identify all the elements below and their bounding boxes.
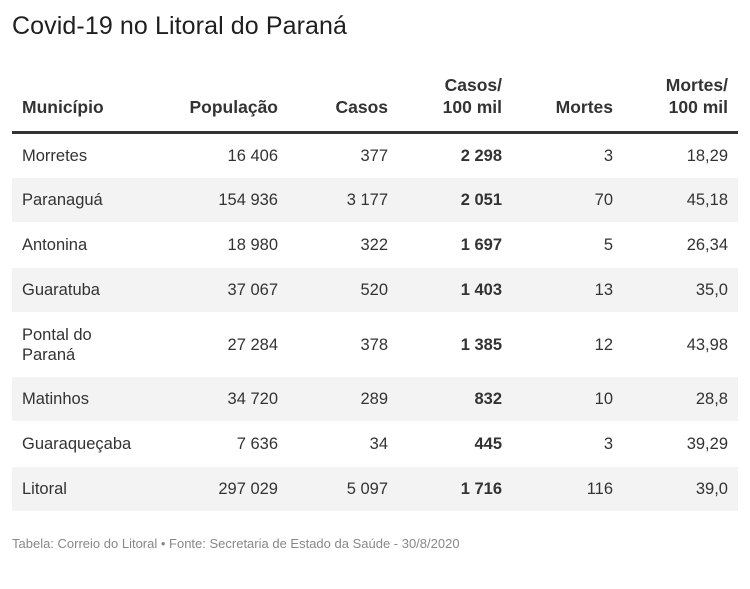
cell-populacao: 18 980: [157, 222, 288, 268]
table-row: Antonina 18 980 322 1 697 5 26,34: [12, 222, 738, 268]
column-header-municipio: Município: [12, 74, 157, 134]
label-line: Município: [22, 97, 104, 117]
cell-mortes: 12: [512, 312, 623, 377]
label-line: Paraná: [22, 345, 76, 364]
cell-mortes-100mil: 39,0: [623, 466, 738, 512]
table-header: Município População Casos Casos/100 mil …: [12, 74, 738, 134]
cell-populacao: 27 284: [157, 312, 288, 377]
data-table: Município População Casos Casos/100 mil …: [12, 74, 738, 512]
cell-municipio: Morretes: [12, 132, 157, 178]
cell-municipio: Paranaguá: [12, 177, 157, 223]
cell-casos: 289: [288, 376, 398, 422]
column-header-mortes-100mil: Mortes/100 mil: [623, 74, 738, 134]
cell-casos-100mil: 1 697: [398, 222, 512, 268]
cell-casos: 520: [288, 267, 398, 313]
cell-mortes-100mil: 43,98: [623, 312, 738, 377]
label-line: Litoral: [22, 480, 67, 498]
cell-mortes: 13: [512, 267, 623, 313]
cell-populacao: 154 936: [157, 177, 288, 223]
cell-populacao: 16 406: [157, 132, 288, 178]
cell-populacao: 34 720: [157, 376, 288, 422]
cell-casos-100mil: 832: [398, 376, 512, 422]
table-row: Litoral 297 029 5 097 1 716 116 39,0: [12, 466, 738, 512]
cell-mortes-100mil: 26,34: [623, 222, 738, 268]
cell-casos: 3 177: [288, 177, 398, 223]
table-row: Morretes 16 406 377 2 298 3 18,29: [12, 132, 738, 178]
cell-populacao: 37 067: [157, 267, 288, 313]
table-row: Guaraqueçaba 7 636 34 445 3 39,29: [12, 421, 738, 467]
cell-casos: 5 097: [288, 466, 398, 512]
cell-populacao: 7 636: [157, 421, 288, 467]
source-note: Tabela: Correio do Litoral • Fonte: Secr…: [12, 536, 460, 551]
cell-mortes-100mil: 28,8: [623, 376, 738, 422]
label-line: Paranaguá: [22, 191, 103, 209]
cell-mortes-100mil: 39,29: [623, 421, 738, 467]
cell-municipio: Guaratuba: [12, 267, 157, 313]
cell-casos: 34: [288, 421, 398, 467]
table-row: Matinhos 34 720 289 832 10 28,8: [12, 376, 738, 422]
table-body: Morretes 16 406 377 2 298 3 18,29 Paranaguá 154…: [12, 132, 738, 512]
cell-municipio: Guaraqueçaba: [12, 421, 157, 467]
label-line: População: [189, 97, 279, 117]
cell-municipio: Litoral: [12, 466, 157, 512]
label-line: Casos: [335, 97, 388, 117]
cell-mortes: 5: [512, 222, 623, 268]
column-header-populacao: População: [157, 74, 288, 134]
chart-title: Covid-19 no Litoral do Paraná: [12, 12, 348, 40]
cell-municipio: Matinhos: [12, 376, 157, 422]
cell-casos: 322: [288, 222, 398, 268]
cell-populacao: 297 029: [157, 466, 288, 512]
label-line: Mortes/: [665, 75, 728, 95]
cell-casos: 378: [288, 312, 398, 377]
column-header-mortes: Mortes: [512, 74, 623, 134]
cell-casos-100mil: 1 716: [398, 466, 512, 512]
label-line: Guaratuba: [22, 281, 100, 299]
table-row: Paranaguá 154 936 3 177 2 051 70 45,18: [12, 177, 738, 223]
column-header-casos-100mil: Casos/100 mil: [398, 74, 512, 134]
label-line: Matinhos: [22, 390, 89, 408]
cell-casos: 377: [288, 132, 398, 178]
cell-mortes: 3: [512, 421, 623, 467]
cell-mortes: 70: [512, 177, 623, 223]
cell-mortes-100mil: 18,29: [623, 132, 738, 178]
cell-mortes: 116: [512, 466, 623, 512]
label-line: Mortes: [555, 97, 613, 117]
cell-municipio: Antonina: [12, 222, 157, 268]
cell-casos-100mil: 1 403: [398, 267, 512, 313]
cell-casos-100mil: 2 051: [398, 177, 512, 223]
column-header-casos: Casos: [288, 74, 398, 134]
label-line: Antonina: [22, 236, 88, 254]
table-row: Pontal do Paraná 27 284 378 1 385 12 43,98: [12, 312, 738, 377]
cell-casos-100mil: 445: [398, 421, 512, 467]
label-line: Casos/: [444, 75, 502, 95]
header-row: Município População Casos Casos/100 mil …: [12, 74, 738, 134]
cell-mortes: 10: [512, 376, 623, 422]
cell-mortes-100mil: 45,18: [623, 177, 738, 223]
label-line: Pontal do: [22, 325, 92, 344]
label-line: Morretes: [22, 146, 88, 165]
label-line: Guaraqueçaba: [22, 435, 132, 453]
cell-casos-100mil: 2 298: [398, 132, 512, 178]
table-row: Guaratuba 37 067 520 1 403 13 35,0: [12, 267, 738, 313]
label-line: 100 mil: [442, 97, 502, 117]
cell-municipio: Pontal do Paraná: [12, 312, 157, 377]
cell-casos-100mil: 1 385: [398, 312, 512, 377]
cell-mortes-100mil: 35,0: [623, 267, 738, 313]
cell-mortes: 3: [512, 132, 623, 178]
label-line: 100 mil: [668, 97, 728, 117]
